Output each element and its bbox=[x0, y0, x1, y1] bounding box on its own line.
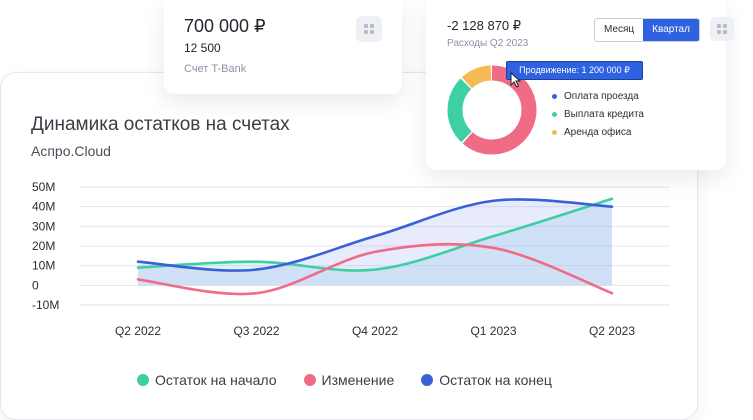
legend-dot bbox=[552, 111, 557, 117]
y-tick-label: -10M bbox=[32, 298, 59, 312]
series-line[interactable] bbox=[136, 242, 614, 296]
bank-card-grid-button[interactable] bbox=[356, 16, 382, 42]
y-tick-label: 30M bbox=[32, 219, 55, 233]
bank-balance: 700 000 ₽ bbox=[184, 16, 266, 36]
bank-account-card: 700 000 ₽ 12 500 Счет T-Bank bbox=[164, 0, 402, 94]
legend-label: Аренда офиса bbox=[564, 126, 632, 138]
chart-title: Динамика остатков на счетах bbox=[31, 114, 290, 135]
period-quarter-button[interactable]: Квартал bbox=[643, 19, 699, 41]
legend-dot bbox=[552, 129, 557, 135]
expense-legend-item-loan: Выплата кредита bbox=[552, 105, 644, 123]
donut-segment[interactable] bbox=[447, 65, 537, 155]
y-tick-label: 20M bbox=[32, 239, 55, 253]
legend-label: Выплата кредита bbox=[564, 108, 644, 120]
y-tick-label: 50M bbox=[32, 180, 55, 194]
x-tick-label: Q1 2023 bbox=[470, 324, 516, 338]
x-tick-label: Q3 2022 bbox=[233, 324, 279, 338]
legend-dot-end bbox=[421, 374, 434, 386]
legend-label: Оплата проезда bbox=[564, 90, 639, 102]
cursor-icon bbox=[510, 72, 522, 88]
expense-legend-item-rent: Аренда офиса bbox=[552, 123, 644, 141]
period-month-button[interactable]: Месяц bbox=[595, 19, 644, 41]
legend-dot bbox=[552, 93, 557, 99]
expense-legend: Оплата проезда Выплата кредита Аренда оф… bbox=[552, 87, 644, 141]
legend-dot-start bbox=[137, 374, 149, 386]
series-line[interactable] bbox=[136, 198, 614, 272]
bank-account-name: Счет T-Bank bbox=[184, 63, 247, 75]
legend-dot-change bbox=[303, 374, 316, 386]
legend-label-change: Изменение bbox=[321, 372, 395, 388]
legend-item-start[interactable]: Остаток на начало bbox=[137, 372, 277, 388]
grid-icon bbox=[364, 24, 374, 34]
y-tick-label: 10M bbox=[32, 259, 55, 273]
x-tick-label: Q2 2022 bbox=[115, 324, 161, 338]
expense-donut bbox=[447, 65, 537, 155]
expense-amount: -2 128 870 ₽ bbox=[447, 18, 522, 33]
legend-item-change[interactable]: Изменение bbox=[303, 372, 395, 388]
series-area bbox=[138, 198, 612, 286]
x-tick-label: Q4 2022 bbox=[352, 324, 398, 338]
grid-icon bbox=[717, 24, 727, 34]
donut-tooltip: Продвижение: 1 200 000 ₽ bbox=[506, 61, 643, 80]
period-toggle: Месяц Квартал bbox=[594, 18, 700, 42]
legend-label-end: Остаток на конец bbox=[439, 372, 552, 388]
legend-label-start: Остаток на начало bbox=[155, 372, 277, 388]
expense-label: Расходы Q2 2023 bbox=[447, 38, 529, 49]
y-tick-label: 0 bbox=[32, 278, 39, 292]
donut-segment[interactable] bbox=[447, 65, 537, 155]
series-area bbox=[138, 199, 612, 286]
chart-subtitle: Аспро.Cloud bbox=[31, 143, 111, 159]
bank-count: 12 500 bbox=[184, 41, 221, 55]
chart-legend: Остаток на начало Изменение Остаток на к… bbox=[137, 372, 579, 388]
x-tick-label: Q2 2023 bbox=[589, 324, 635, 338]
legend-item-end[interactable]: Остаток на конец bbox=[421, 372, 552, 388]
expense-legend-item-transport: Оплата проезда bbox=[552, 87, 644, 105]
expense-card-grid-button[interactable] bbox=[710, 17, 734, 41]
y-tick-label: 40M bbox=[32, 200, 55, 214]
series-line[interactable] bbox=[136, 197, 614, 272]
